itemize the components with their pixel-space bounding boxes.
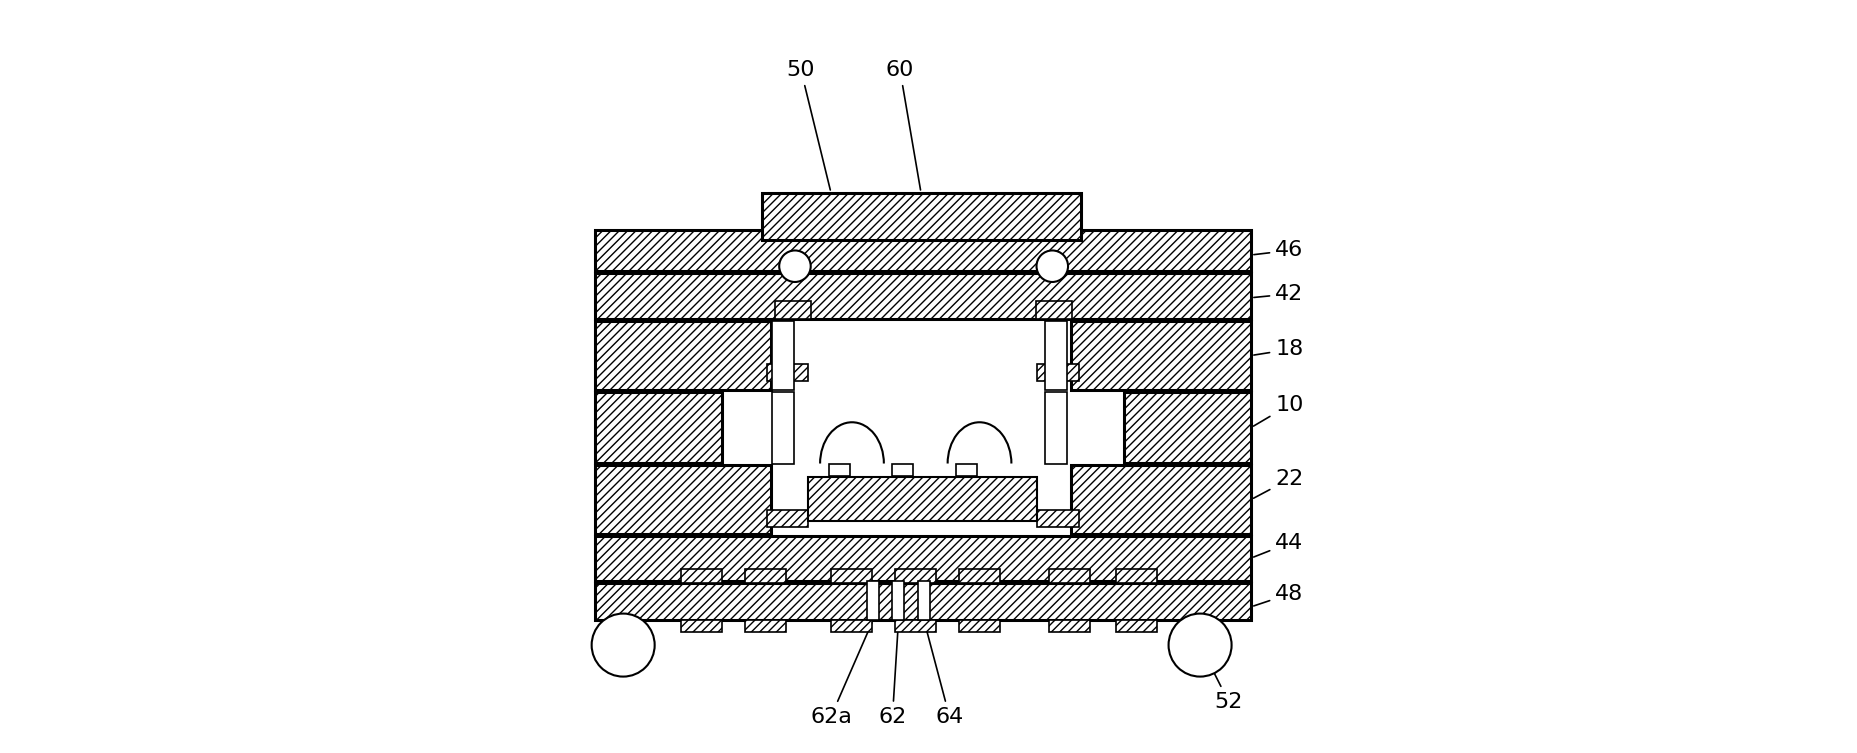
Text: 60: 60 (886, 60, 921, 190)
Bar (773, 392, 795, 464)
Text: 42: 42 (1253, 284, 1304, 304)
Bar (958, 569, 999, 583)
Circle shape (780, 251, 812, 282)
Bar (808, 477, 1038, 520)
Bar (745, 569, 786, 583)
Bar (1049, 569, 1090, 583)
Bar (1116, 569, 1157, 583)
Text: 62a: 62a (810, 623, 873, 727)
Bar (594, 230, 1252, 272)
Bar (594, 465, 771, 534)
Bar (745, 620, 786, 632)
Bar (1071, 465, 1252, 534)
Circle shape (1036, 251, 1068, 282)
Bar (1071, 321, 1252, 390)
Bar (776, 301, 812, 319)
Bar (1038, 510, 1079, 526)
Text: 48: 48 (1253, 584, 1304, 606)
Bar (1045, 321, 1068, 390)
Bar (594, 273, 1252, 319)
Bar (767, 510, 808, 526)
Bar (830, 569, 873, 583)
Text: 22: 22 (1253, 469, 1304, 498)
Circle shape (592, 614, 656, 677)
Bar (1036, 301, 1071, 319)
Text: 62: 62 (878, 623, 906, 727)
Bar (917, 581, 930, 620)
Text: 10: 10 (1253, 395, 1304, 426)
Bar (767, 364, 808, 381)
Bar (594, 392, 722, 463)
Bar (830, 620, 873, 632)
Bar (893, 581, 904, 620)
Bar (830, 464, 851, 476)
Text: 64: 64 (925, 623, 964, 727)
Bar (867, 581, 878, 620)
Bar (594, 535, 1252, 581)
Bar (594, 321, 771, 390)
Bar (682, 569, 722, 583)
Bar (682, 620, 722, 632)
Bar (958, 620, 999, 632)
Text: 52: 52 (1201, 648, 1242, 712)
Bar (1045, 392, 1068, 464)
Text: 18: 18 (1253, 340, 1304, 359)
Bar (594, 583, 1252, 620)
Bar (1116, 620, 1157, 632)
Bar (895, 569, 936, 583)
Text: 50: 50 (787, 60, 830, 190)
Text: 44: 44 (1253, 533, 1304, 557)
Bar (956, 464, 977, 476)
Bar (761, 194, 1081, 240)
Text: 46: 46 (1253, 240, 1304, 261)
Bar (893, 464, 914, 476)
Bar (1123, 392, 1252, 463)
Bar (1038, 364, 1079, 381)
Bar (895, 620, 936, 632)
Bar (773, 321, 795, 390)
Bar (1049, 620, 1090, 632)
Circle shape (1168, 614, 1231, 677)
